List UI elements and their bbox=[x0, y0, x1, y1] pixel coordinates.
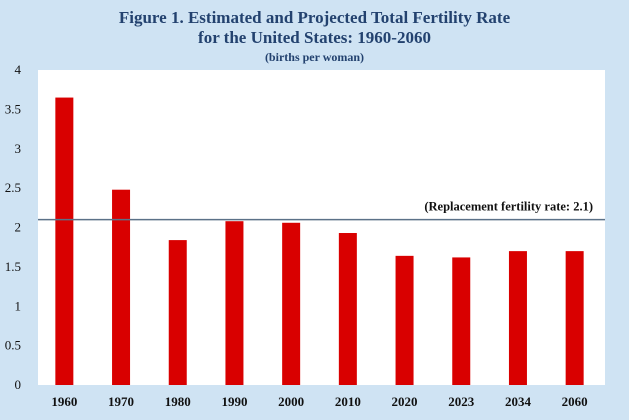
x-tick-label-1970: 1970 bbox=[108, 394, 134, 409]
x-axis: 1960 1970 1980 1990 2000 2010 2020 2023 2034 2060 bbox=[51, 394, 587, 409]
y-tick-label: 0 bbox=[15, 377, 22, 392]
chart-title: Figure 1. Estimated and Projected Total … bbox=[118, 8, 511, 27]
x-tick-label-2010: 2010 bbox=[335, 394, 361, 409]
y-tick-label: 1.5 bbox=[5, 259, 21, 274]
bar-series bbox=[55, 97, 584, 385]
y-tick-label: 1 bbox=[15, 298, 22, 313]
x-tick-label-1960: 1960 bbox=[51, 394, 77, 409]
bar-1990 bbox=[225, 221, 244, 385]
chart-subtitle: (births per woman) bbox=[264, 50, 365, 64]
y-tick-label: 3 bbox=[15, 141, 22, 156]
x-tick-label-2023: 2023 bbox=[448, 394, 475, 409]
bar-2034 bbox=[508, 251, 527, 385]
replacement-rate-label: (Replacement fertility rate: 2.1) bbox=[424, 200, 593, 214]
y-tick-label: 3.5 bbox=[5, 101, 21, 116]
bar-2020 bbox=[395, 255, 414, 385]
chart-title-block: Figure 1. Estimated and Projected Total … bbox=[0, 8, 629, 65]
x-tick-label-2020: 2020 bbox=[392, 394, 418, 409]
x-tick-label-2034: 2034 bbox=[505, 394, 532, 409]
y-tick-label: 0.5 bbox=[5, 338, 21, 353]
y-tick-label: 2.5 bbox=[5, 180, 21, 195]
bar-2060 bbox=[565, 251, 584, 385]
bar-1980 bbox=[168, 240, 187, 385]
bar-2000 bbox=[282, 222, 301, 385]
y-tick-label: 2 bbox=[15, 220, 22, 235]
bar-2010 bbox=[338, 233, 357, 385]
chart-title-line-2: for the United States: 1960-2060 bbox=[198, 28, 431, 47]
bar-1970 bbox=[112, 189, 131, 385]
bar-2023 bbox=[452, 257, 471, 385]
y-axis: 0 0.5 1 1.5 2 2.5 3 3.5 4 bbox=[5, 62, 22, 392]
x-tick-label-1990: 1990 bbox=[221, 394, 247, 409]
x-tick-label-2000: 2000 bbox=[278, 394, 304, 409]
bar-1960 bbox=[55, 97, 74, 385]
x-tick-label-2060: 2060 bbox=[562, 394, 588, 409]
y-tick-label: 4 bbox=[15, 62, 22, 77]
x-tick-label-1980: 1980 bbox=[165, 394, 191, 409]
